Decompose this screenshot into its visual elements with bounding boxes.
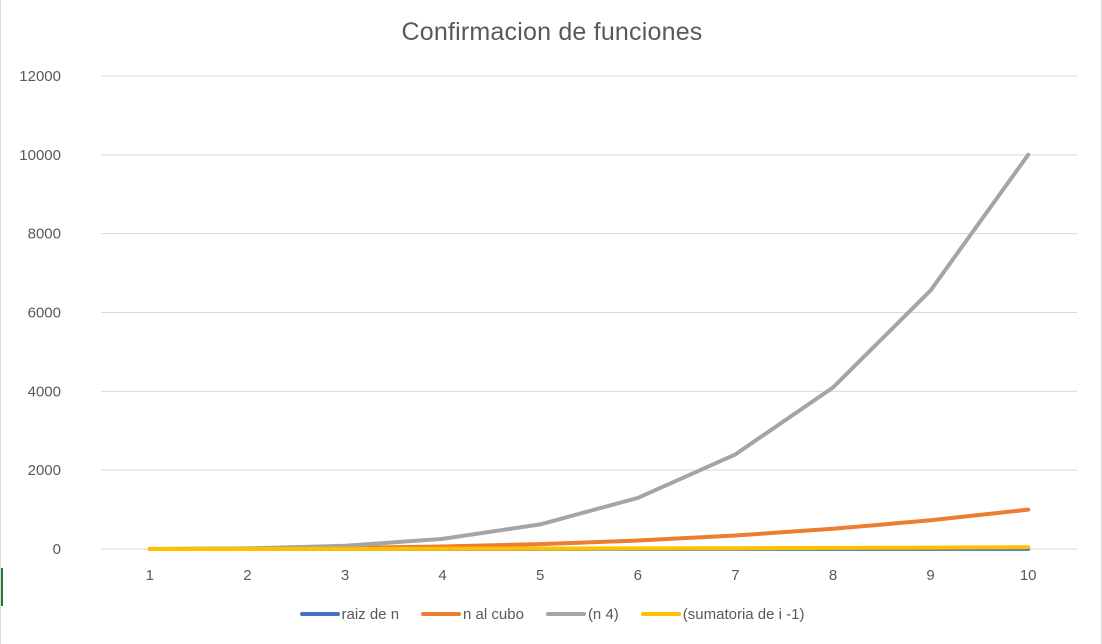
gridlines <box>101 75 1077 550</box>
legend-item: (sumatoria de i -1) <box>640 605 805 623</box>
series-line-2 <box>147 507 1031 551</box>
x-tick-label: 6 <box>634 567 642 584</box>
x-tick-label: 7 <box>731 567 739 584</box>
y-tick-label: 10000 <box>19 147 61 164</box>
x-tick-label: 9 <box>926 567 934 584</box>
legend-item: (n 4) <box>545 605 619 623</box>
legend-label: (sumatoria de i -1) <box>682 605 805 623</box>
x-tick-label: 8 <box>829 567 837 584</box>
x-tick-label: 5 <box>536 567 544 584</box>
y-tick-label: 0 <box>53 541 61 558</box>
y-tick-label: 8000 <box>28 226 61 243</box>
legend-item: n al cubo <box>421 606 524 623</box>
legend-label: (n 4) <box>587 605 619 623</box>
chart-title: Confirmacion de funciones <box>401 18 703 46</box>
x-tick-label: 1 <box>146 567 154 584</box>
series-line-3 <box>147 152 1031 551</box>
legend-swatch <box>299 612 340 616</box>
legend: raiz de n n al cubo (n 4) (sumatoria de i -… <box>1 603 1102 625</box>
series-line-4 <box>147 545 1031 551</box>
legend-swatch <box>640 612 681 616</box>
y-tick-label: 6000 <box>28 305 61 322</box>
y-axis-ticks: 0 2000 4000 6000 8000 10000 12000 <box>19 68 61 558</box>
x-tick-label: 3 <box>341 567 349 584</box>
legend-label: raiz de n <box>341 605 400 623</box>
edge-mark <box>1 568 3 606</box>
y-tick-label: 12000 <box>19 68 61 85</box>
x-tick-label: 2 <box>243 567 251 584</box>
legend-label: n al cubo <box>463 605 524 623</box>
x-tick-label: 4 <box>438 567 446 584</box>
series-lines <box>147 152 1031 551</box>
y-tick-label: 2000 <box>28 462 61 479</box>
x-tick-label: 10 <box>1020 567 1037 584</box>
legend-swatch <box>545 612 586 616</box>
y-tick-label: 4000 <box>28 383 61 400</box>
legend-swatch <box>421 612 462 616</box>
x-axis-ticks: 1 2 3 4 5 6 7 8 9 10 <box>146 567 1037 584</box>
legend-item: raiz de n <box>299 605 400 623</box>
